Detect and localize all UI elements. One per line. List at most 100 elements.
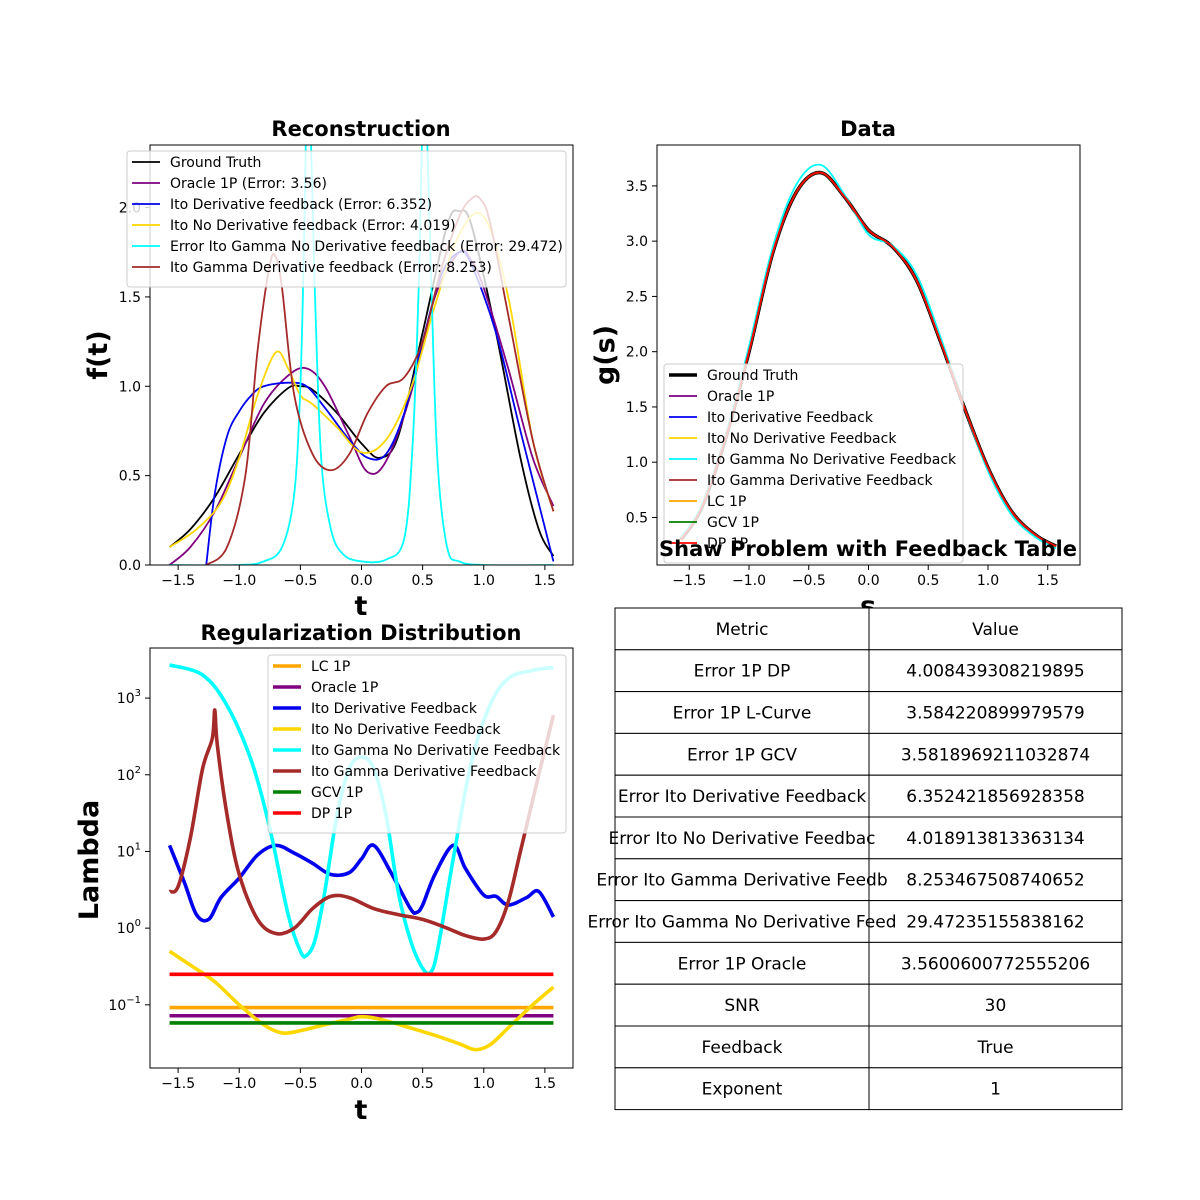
- x-tick-label: −1.5: [672, 573, 706, 589]
- table-cell-value: 3.5818969211032874: [901, 745, 1090, 765]
- y-tick-label: 1.5: [119, 290, 141, 306]
- table-header-metric: Metric: [716, 620, 769, 640]
- table-cell: [868, 816, 1123, 860]
- legend-label-oracle-1p: Oracle 1P (Error: 3.56): [170, 176, 327, 192]
- legend-label-dp-1p: DP 1P: [311, 806, 352, 822]
- legend-label-lc-1p: LC 1P: [311, 659, 350, 675]
- table-cell-metric: Error 1P L-Curve: [673, 704, 812, 724]
- table-cell: [614, 1067, 870, 1111]
- y-tick-label: 103: [117, 688, 141, 707]
- table-cell-value: 3.5600600772555206: [901, 954, 1090, 974]
- table-cell: [614, 774, 870, 818]
- table-cell-metric: Error 1P Oracle: [678, 954, 807, 974]
- table-cell-value: 30: [985, 996, 1007, 1016]
- regularization-ticks: −1.5 −1.0 −0.5 0.0 0.5 1.0 1.5 10−1 100 101 102 103: [108, 688, 556, 1092]
- table-header-cell: [868, 607, 1123, 651]
- legend-label-ground-truth: Ground Truth: [707, 368, 798, 384]
- panel-regularization: −1.5 −1.0 −0.5 0.0 0.5 1.0 1.5 10−1 100 101 102 103…: [74, 621, 574, 1126]
- y-tick-label: 1.0: [119, 379, 141, 395]
- reconstruction-legend: Ground Truth Oracle 1P (Error: 3.56) Ito D…: [126, 150, 567, 288]
- x-tick-label: 0.0: [857, 573, 879, 589]
- table-cell: [868, 732, 1123, 776]
- x-tick-label: 1.0: [977, 573, 999, 589]
- x-tick-label: −1.0: [222, 573, 256, 589]
- table-cell-metric: SNR: [724, 996, 760, 1016]
- y-tick-label: 1.0: [626, 455, 648, 471]
- panel-table: Metric Value Error 1P DP 4.008439308219895 E…: [588, 537, 1123, 1111]
- legend-label-ground-truth: Ground Truth: [170, 155, 261, 171]
- series-line-oracle-1p: [168, 249, 555, 565]
- legend-label-oracle-1p: Oracle 1P: [311, 680, 378, 696]
- table-cell: [868, 774, 1123, 818]
- legend-frame: [126, 150, 567, 288]
- legend-label-ito-derivative-feedback: Ito Derivative feedback (Error: 6.352): [170, 197, 432, 213]
- legend-label-ito-gamma-derivative-feedback: Ito Gamma Derivative Feedback: [311, 764, 538, 780]
- feedback-table: Metric Value Error 1P DP 4.008439308219895 E…: [588, 607, 1123, 1111]
- data-title: Data: [840, 117, 896, 141]
- regularization-legend: LC 1P Oracle 1P Ito Derivative Feedback Ito…: [267, 654, 567, 834]
- table-cell-metric: Error 1P GCV: [687, 745, 797, 765]
- legend-label-ito-gamma-no-derivative-feedback: Ito Gamma No Derivative Feedback: [311, 743, 561, 759]
- legend-label-gcv-1p: GCV 1P: [311, 785, 363, 801]
- table-cell-value: True: [976, 1038, 1013, 1058]
- table-cell-metric: Error 1P DP: [694, 662, 791, 682]
- table-cell-value: 1: [990, 1080, 1001, 1100]
- legend-label-ito-gamma-derivative-feedback: Ito Gamma Derivative feedback (Error: 8.…: [170, 260, 492, 276]
- x-tick-label: −1.5: [161, 1076, 195, 1092]
- regularization-xlabel: t: [355, 1095, 368, 1126]
- data-ticks: −1.5 −1.0 −0.5 0.0 0.5 1.0 1.5 0.5 1.0 1.5 2.0 2.5 3…: [626, 179, 1059, 589]
- data-legend: Ground Truth Oracle 1P Ito Derivative Feed…: [663, 363, 964, 564]
- y-tick-label: 1.5: [626, 400, 648, 416]
- table-cell-value: 3.584220899979579: [906, 704, 1084, 724]
- regularization-ylabel: Lambda: [74, 800, 105, 920]
- table-cell: [614, 816, 870, 860]
- y-tick-label: 3.0: [626, 234, 648, 250]
- panel-reconstruction: −1.5−1.0−0.50.00.51.01.50.00.51.01.52.0 …: [83, 117, 574, 622]
- legend-label-lc-1p: LC 1P: [707, 494, 746, 510]
- table-cell: [868, 691, 1123, 734]
- x-tick-label: 1.5: [1037, 573, 1059, 589]
- table-header-value: Value: [972, 620, 1019, 640]
- table-cell: [868, 649, 1123, 693]
- reconstruction-xlabel: t: [355, 591, 368, 622]
- table-title: Shaw Problem with Feedback Table: [659, 537, 1077, 561]
- legend-frame: [267, 654, 567, 834]
- x-tick-label: −0.5: [792, 573, 826, 589]
- table-cell: [614, 983, 870, 1027]
- table-cell-value: 29.47235155838162: [906, 913, 1084, 933]
- y-tick-label: 2.5: [626, 289, 648, 305]
- legend-label-gcv-1p: GCV 1P: [707, 515, 759, 531]
- table-cell-value: 4.008439308219895: [906, 662, 1084, 682]
- table-header-cell: [614, 607, 870, 651]
- table-cell-metric: Feedback: [702, 1038, 783, 1058]
- table-cell-value: 6.352421856928358: [906, 787, 1084, 807]
- table-cell: [868, 941, 1123, 985]
- table-cell: [614, 858, 870, 902]
- table-cell: [614, 691, 870, 734]
- x-tick-label: 1.0: [473, 1076, 495, 1092]
- reconstruction-title: Reconstruction: [271, 117, 450, 141]
- legend-label-ito-no-derivative-feedback: Ito No Derivative Feedback: [311, 722, 501, 738]
- table-cell-metric: Error Ito No Derivative Feedbac: [608, 829, 875, 849]
- x-tick-label: 1.5: [534, 573, 556, 589]
- y-tick-label: 101: [117, 841, 141, 860]
- table-cell-metric: Error Ito Derivative Feedback: [618, 787, 866, 807]
- legend-label-ito-no-derivative-feedback: Ito No Derivative feedback (Error: 4.019…: [170, 218, 456, 234]
- x-tick-label: 0.5: [917, 573, 939, 589]
- y-tick-label: 0.5: [119, 469, 141, 485]
- table-cell-metric: Exponent: [702, 1080, 783, 1100]
- table-cell-metric: Error Ito Gamma No Derivative Feed: [588, 913, 897, 933]
- series-line-ito-no-derivative-feedback: [168, 949, 555, 1052]
- legend-label-ito-gamma-no-derivative-feedback: Ito Gamma No Derivative Feedback: [707, 452, 957, 468]
- x-tick-label: 1.5: [534, 1076, 556, 1092]
- x-tick-label: −0.5: [283, 573, 317, 589]
- table-cell-value: 8.253467508740652: [906, 871, 1084, 891]
- x-tick-label: 0.0: [350, 1076, 372, 1092]
- x-tick-label: 0.5: [411, 573, 433, 589]
- x-tick-label: −1.0: [732, 573, 766, 589]
- table-cell: [868, 1067, 1123, 1111]
- x-tick-label: 0.5: [411, 1076, 433, 1092]
- legend-label-dp-1p: DP 1P: [707, 536, 748, 552]
- x-tick-label: 0.0: [350, 573, 372, 589]
